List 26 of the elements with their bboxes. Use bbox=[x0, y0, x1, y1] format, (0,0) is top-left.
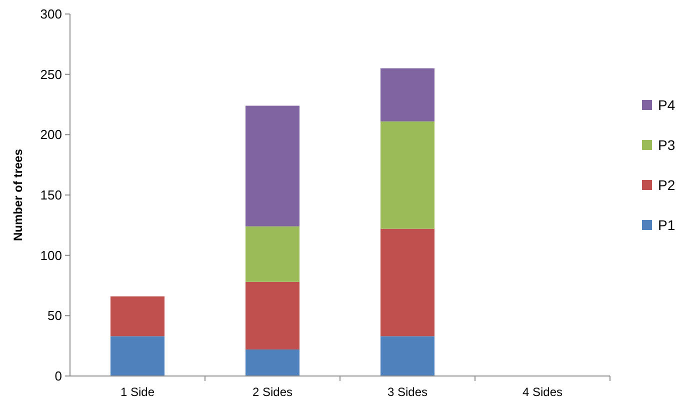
y-tick-label: 0 bbox=[54, 368, 62, 384]
legend-label: P4 bbox=[658, 96, 676, 113]
bar bbox=[110, 336, 164, 376]
bar bbox=[246, 106, 300, 226]
legend-label: P2 bbox=[658, 176, 676, 193]
x-tick-label: 3 Sides bbox=[387, 385, 428, 399]
y-tick-label: 100 bbox=[40, 248, 62, 263]
y-tick-label: 200 bbox=[40, 127, 62, 142]
legend-label: P3 bbox=[658, 136, 676, 153]
y-tick-label: 250 bbox=[40, 66, 62, 82]
x-tick-label: 1 Side bbox=[120, 385, 155, 399]
bar bbox=[246, 349, 300, 376]
bar bbox=[380, 336, 434, 376]
y-tick-label: 300 bbox=[40, 6, 62, 22]
bar bbox=[380, 228, 434, 336]
x-tick-label: 4 Sides bbox=[522, 385, 563, 399]
bar bbox=[380, 121, 434, 229]
y-tick-label: 150 bbox=[40, 188, 62, 203]
bar bbox=[246, 226, 300, 282]
x-tick-label: 2 Sides bbox=[252, 385, 293, 399]
y-tick-label: 50 bbox=[48, 308, 62, 324]
bar bbox=[246, 282, 300, 350]
bar bbox=[110, 296, 164, 336]
legend-label: P1 bbox=[658, 216, 676, 233]
bar bbox=[380, 68, 434, 122]
y-axis-title: Number of trees bbox=[11, 148, 25, 242]
